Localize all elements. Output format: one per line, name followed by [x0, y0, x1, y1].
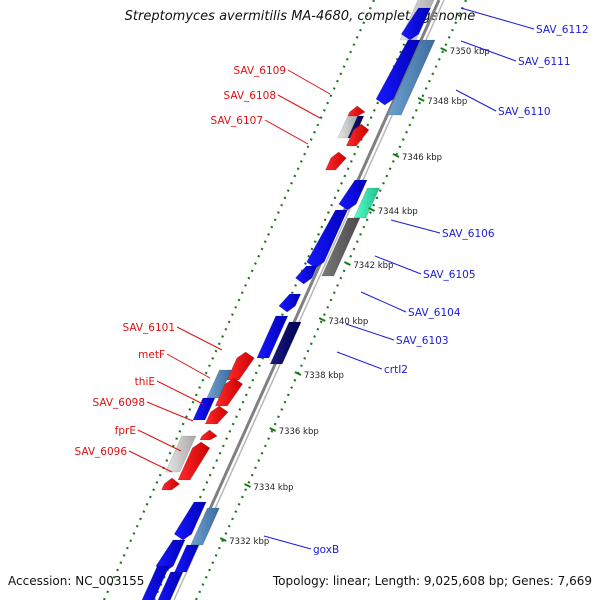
tick-mark: [417, 97, 425, 102]
gene-sav6101: [226, 351, 255, 381]
accession-label: Accession: NC_003155: [8, 574, 145, 588]
forward-gene-leader: [374, 255, 422, 275]
forward-gene-label: goxB: [313, 544, 339, 556]
gene-sav6103: [256, 315, 289, 359]
forward-gene-leader: [263, 535, 312, 550]
gene-sav6104: [295, 265, 318, 285]
forward-gene-leader: [455, 89, 497, 112]
forward-gene-leader: [460, 40, 517, 62]
gene-thie: [214, 377, 244, 407]
inner-right-dotted-guide: [194, 0, 468, 600]
tick-mark: [368, 207, 376, 212]
gene-sav6110: [386, 39, 436, 116]
gene-sav6098-b: [199, 429, 218, 441]
tick-label: 7348 kbp: [427, 97, 467, 107]
gene-crti2: [269, 321, 302, 365]
gene-goxb-c: [174, 544, 200, 573]
forward-gene-leader: [360, 291, 407, 313]
tick-label: 7336 kbp: [279, 427, 319, 437]
gene-sav6107-b: [325, 151, 347, 171]
forward-gene-label: SAV_6112: [536, 24, 589, 36]
genome-summary-label: Topology: linear; Length: 9,025,608 bp; …: [272, 574, 592, 588]
gene-metf: [206, 369, 232, 399]
gene-fpre: [165, 435, 197, 473]
forward-gene-leader: [460, 7, 535, 30]
tick-label: 7334 kbp: [254, 483, 294, 493]
tick-mark: [318, 317, 326, 322]
forward-gene-label: SAV_6105: [423, 269, 476, 281]
gene-sav6103-a: [278, 293, 302, 313]
reverse-gene-leader: [176, 326, 223, 351]
forward-gene-label: SAV_6111: [518, 56, 571, 68]
reverse-gene-leader: [156, 380, 204, 405]
gene-sav6096: [177, 441, 211, 481]
reverse-gene-leader: [277, 94, 321, 119]
tick-mark: [343, 261, 351, 266]
gene-sav6098: [204, 405, 229, 425]
tick-label: 7340 kbp: [328, 317, 368, 327]
reverse-gene-label: fprE: [115, 425, 136, 437]
gene-edge-2: [157, 571, 184, 600]
gene-goxb-b: [155, 539, 186, 573]
gene-sav6109: [347, 105, 366, 117]
tick-mark: [440, 47, 448, 52]
forward-gene-leader: [336, 351, 383, 370]
reverse-gene-leader: [128, 450, 173, 473]
forward-gene-leader: [345, 323, 395, 341]
genome-title: Streptomyces avermitilis MA-4680, comple…: [124, 9, 476, 24]
reverse-gene-label: SAV_6108: [223, 90, 276, 102]
reverse-gene-label: SAV_6101: [122, 322, 175, 334]
gene-sav6112: [400, 7, 431, 41]
tick-label: 7332 kbp: [229, 537, 269, 547]
tick-label: 7338 kbp: [304, 371, 344, 381]
tick-label: 7350 kbp: [450, 47, 490, 57]
left-dotted-guide: [102, 0, 376, 600]
gene-thie-b: [192, 397, 216, 421]
tick-label: 7346 kbp: [402, 153, 442, 163]
tick-label: 7344 kbp: [378, 207, 418, 217]
tick-mark: [269, 427, 277, 432]
tick-mark: [294, 371, 302, 376]
gene-sav6111: [375, 39, 421, 106]
gene-sav6105-a: [306, 209, 348, 269]
gene-sav6106: [353, 187, 380, 219]
reverse-gene-leader: [264, 119, 309, 145]
reverse-gene-label: SAV_6109: [233, 65, 286, 77]
gene-sav6096-b: [161, 477, 181, 491]
reverse-gene-label: SAV_6107: [210, 115, 263, 127]
reverse-gene-leader: [137, 429, 182, 452]
forward-gene-label: SAV_6106: [442, 228, 495, 240]
gene-sav6106-a: [338, 179, 368, 211]
tick-mark: [392, 153, 400, 158]
tick-mark: [244, 483, 251, 488]
forward-gene-label: crtI2: [384, 364, 408, 376]
gene-sav6107: [345, 123, 370, 147]
reverse-gene-leader: [287, 69, 331, 95]
forward-gene-leader: [390, 219, 441, 234]
reverse-gene-label: SAV_6096: [74, 446, 127, 458]
reverse-gene-leader: [146, 401, 194, 422]
forward-gene-label: SAV_6103: [396, 335, 449, 347]
gene-sav6105: [321, 217, 361, 277]
reverse-gene-leader: [166, 353, 211, 379]
reverse-gene-label: metF: [138, 349, 165, 361]
reverse-gene-label: thiE: [135, 376, 155, 388]
forward-gene-label: SAV_6110: [498, 106, 551, 118]
tick-label: 7342 kbp: [353, 261, 393, 271]
tick-mark: [219, 537, 227, 542]
gene-goxb: [190, 507, 220, 546]
gene-goxb-a: [173, 501, 207, 541]
reverse-gene-label: SAV_6098: [92, 397, 145, 409]
gene-edge-1: [141, 565, 170, 600]
forward-gene-label: SAV_6104: [408, 307, 461, 319]
